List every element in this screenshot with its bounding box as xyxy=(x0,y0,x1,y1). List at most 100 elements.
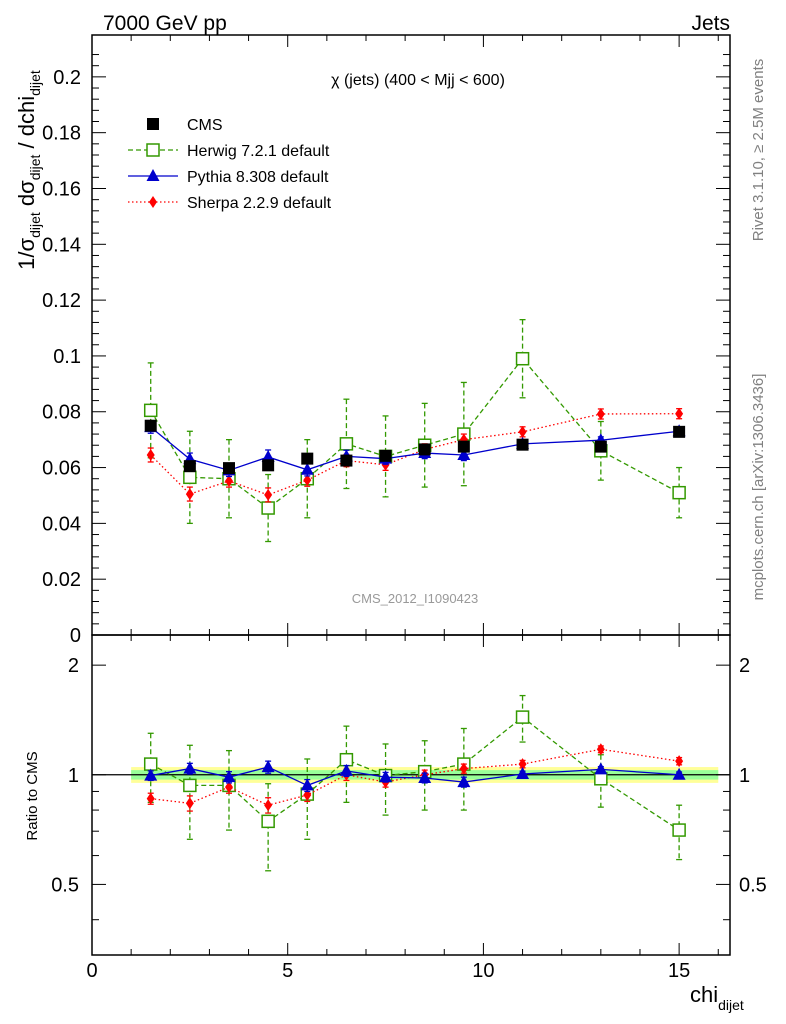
legend-label: Herwig 7.2.1 default xyxy=(187,143,330,160)
main-cms-point xyxy=(516,438,529,451)
mcplots-reference-label: mcplots.cern.ch [arXiv:1306.3436] xyxy=(750,374,767,601)
main-cms-point xyxy=(594,440,607,453)
analysis-id-label: CMS_2012_I1090423 xyxy=(352,591,479,606)
legend-label: CMS xyxy=(187,117,223,134)
ratio-sherpa-point xyxy=(518,758,527,771)
x-tick-label: 15 xyxy=(668,960,690,982)
y-tick-label: 0.14 xyxy=(42,234,81,256)
main-cms-point xyxy=(262,459,275,472)
ratio-pythia-point xyxy=(457,775,471,788)
main-y-axis-label: 1/σdijet dσdijet / dchidijet xyxy=(14,70,43,270)
main-pythia-point xyxy=(261,449,275,462)
y-tick-label: 1 xyxy=(68,765,79,787)
ratio-pythia-line xyxy=(150,766,680,787)
ratio-herwig-point xyxy=(183,778,197,793)
ratio-pythia-point xyxy=(183,761,197,774)
main-herwig-line xyxy=(150,357,680,509)
main-herwig-point xyxy=(515,351,530,366)
main-cms-point xyxy=(457,440,470,453)
ratio-herwig-point xyxy=(594,772,608,786)
main-herwig-point xyxy=(672,485,686,500)
main-sherpa-point xyxy=(596,407,605,420)
y-tick-label: 0.16 xyxy=(42,178,81,200)
ratio-sherpa-point xyxy=(596,743,605,756)
ratio-pythia-point xyxy=(144,768,158,781)
main-cms-point xyxy=(222,462,235,475)
ratio-pythia-point xyxy=(516,766,530,779)
main-pythia-point xyxy=(300,462,314,475)
y-tick-label: 0.06 xyxy=(42,458,81,480)
main-cms-point xyxy=(183,460,196,473)
y-tick-label: 0 xyxy=(70,625,81,647)
main-herwig-point xyxy=(339,437,354,451)
legend-label: Sherpa 2.2.9 default xyxy=(187,195,332,212)
y-tick-label-right: 2 xyxy=(739,655,750,677)
main-herwig-point xyxy=(183,470,197,485)
ratio-pythia-point xyxy=(672,767,686,780)
y-tick-label-right: 0.5 xyxy=(739,874,767,896)
ratio-pythia-point xyxy=(379,770,393,783)
ratio-sherpa-point xyxy=(459,762,468,775)
y-tick-label: 0.1 xyxy=(53,346,81,368)
legend-label: Pythia 8.308 default xyxy=(187,169,329,186)
ratio-sherpa-point xyxy=(146,792,155,805)
main-sherpa-point xyxy=(264,488,273,501)
ratio-herwig-point xyxy=(261,814,275,829)
ratio-herwig-line xyxy=(150,716,680,831)
main-cms-point xyxy=(418,443,431,456)
legend-marker xyxy=(149,196,157,208)
ratio-sherpa-point xyxy=(224,781,233,794)
ratio-y-axis-label: Ratio to CMS xyxy=(24,751,41,840)
main-pythia-point xyxy=(457,448,471,460)
ratio-herwig-point xyxy=(672,823,686,837)
x-tick-label: 0 xyxy=(86,960,97,982)
main-herwig-point xyxy=(143,403,158,418)
chart-title: χ (jets) (400 < Mjj < 600) xyxy=(331,72,505,89)
y-tick-label: 0.08 xyxy=(42,402,81,424)
y-tick-label: 0.5 xyxy=(51,874,79,896)
ratio-sherpa-point xyxy=(675,755,684,768)
main-cms-point xyxy=(340,454,353,467)
main-sherpa-point xyxy=(224,474,233,487)
main-pythia-line xyxy=(150,426,680,472)
ratio-pythia-point xyxy=(261,760,275,773)
main-sherpa-point xyxy=(185,488,194,501)
ratio-pythia-point xyxy=(300,778,314,791)
main-sherpa-point xyxy=(303,474,312,487)
y-tick-label: 0.2 xyxy=(53,67,81,89)
main-cms-point xyxy=(144,419,157,432)
ratio-pythia-point xyxy=(222,770,236,783)
process-label: Jets xyxy=(691,12,730,35)
y-tick-label: 0.18 xyxy=(42,123,81,145)
y-tick-label: 0.02 xyxy=(42,569,81,591)
ratio-panel: 0 5 10 15 0.5 0.5 1 1 2 2 xyxy=(51,634,767,982)
main-sherpa-point xyxy=(675,407,684,420)
ratio-herwig-point xyxy=(143,757,158,771)
rivet-version-label: Rivet 3.1.10, ≥ 2.5M events xyxy=(750,59,767,242)
ratio-frame xyxy=(91,634,731,956)
ratio-pythia-point xyxy=(418,770,432,783)
y-tick-label: 2 xyxy=(68,655,79,677)
ratio-sherpa-line xyxy=(150,748,680,806)
main-cms-point xyxy=(301,452,314,465)
y-tick-label-right: 1 xyxy=(739,765,750,787)
main-cms-point xyxy=(673,425,686,438)
x-tick-label: 5 xyxy=(282,960,293,982)
x-tick-label: 10 xyxy=(472,960,494,982)
main-sherpa-point xyxy=(146,449,155,461)
energy-label: 7000 GeV pp xyxy=(103,12,227,35)
main-cms-point xyxy=(379,449,392,462)
ratio-pythia-point xyxy=(594,762,608,775)
ratio-sherpa-point xyxy=(185,797,194,810)
ratio-pythia-point xyxy=(339,763,353,776)
legend-marker xyxy=(146,143,160,157)
legend-marker xyxy=(147,118,159,130)
y-tick-label: 0.04 xyxy=(42,513,81,535)
ratio-sherpa-point xyxy=(264,799,273,812)
y-tick-label: 0.12 xyxy=(42,290,81,312)
legend-marker xyxy=(146,169,160,181)
main-panel: 0 0.02 0.04 0.06 0.08 0.1 0.12 0.14 0.16 0.18 0.2 xyxy=(42,34,731,647)
ratio-herwig-point xyxy=(515,710,530,724)
legend: CMS Herwig 7.2.1 default Pythia 8.308 defa… xyxy=(128,117,332,212)
